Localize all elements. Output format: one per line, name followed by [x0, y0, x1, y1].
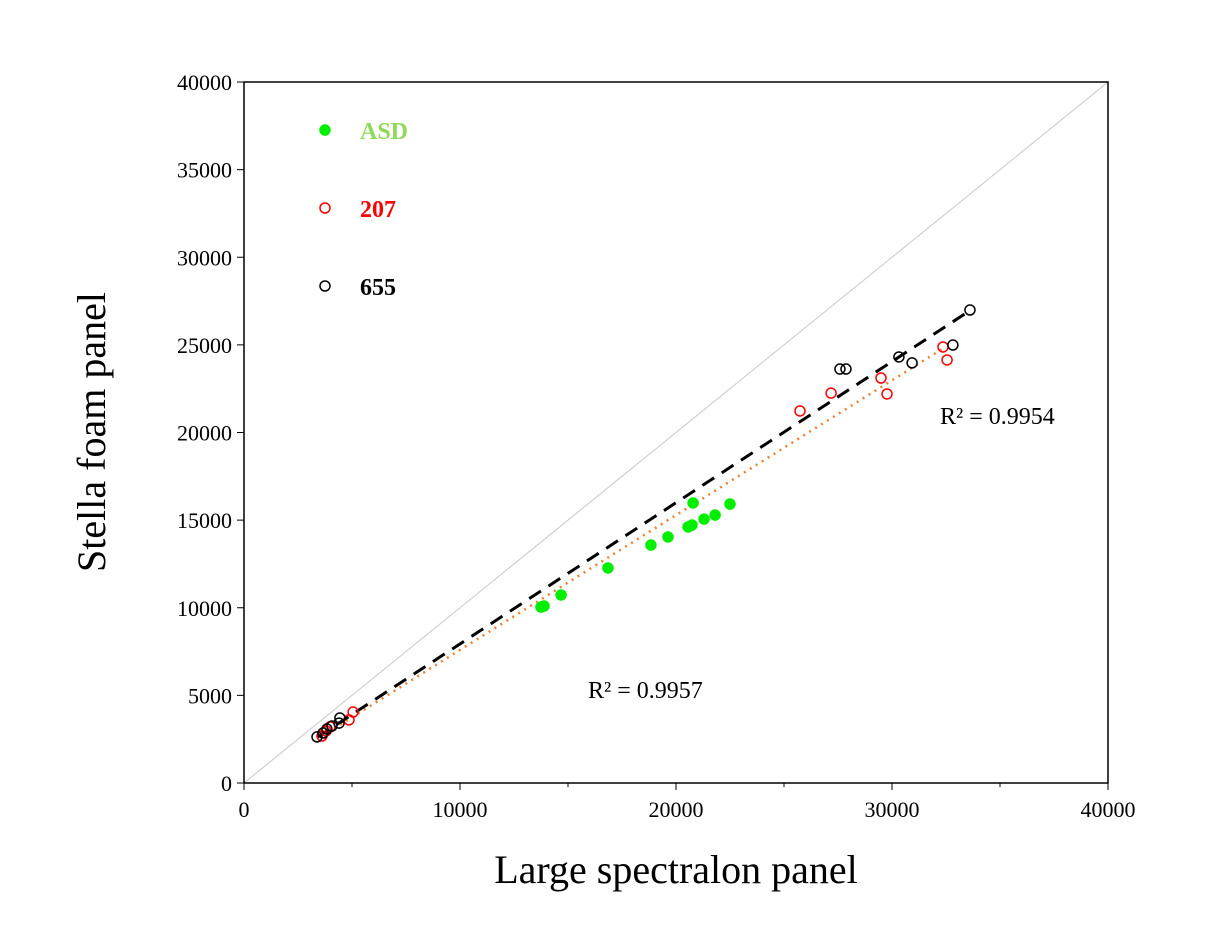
data-point-ASD: [687, 497, 699, 509]
legend-marker-207: [319, 202, 331, 214]
y-tick-label: 10000: [177, 596, 232, 621]
x-tick-label: 20000: [649, 797, 704, 822]
data-point-ASD: [555, 589, 567, 601]
data-point-655: [326, 720, 338, 732]
y-tick-label: 35000: [177, 158, 232, 183]
legend-label-655: 655: [360, 275, 396, 301]
data-point-655: [964, 304, 976, 316]
data-point-207: [881, 388, 893, 400]
data-point-ASD: [709, 509, 721, 521]
data-point-207: [941, 354, 953, 366]
data-point-655: [317, 727, 329, 739]
data-point-655: [947, 339, 959, 351]
legend-label-207: 207: [360, 197, 396, 223]
data-point-655: [906, 357, 918, 369]
data-point-655: [311, 731, 323, 743]
y-tick-label: 5000: [188, 683, 232, 708]
y-tick-label: 40000: [177, 70, 232, 95]
data-point-ASD: [724, 498, 736, 510]
y-tick-label: 25000: [177, 333, 232, 358]
data-point-207: [347, 706, 359, 718]
data-point-ASD: [602, 562, 614, 574]
data-point-ASD: [686, 519, 698, 531]
r2-label-655: R² = 0.9954: [940, 404, 1055, 430]
legend-marker-655: [319, 280, 331, 292]
x-axis-label: Large spectralon panel: [494, 847, 858, 892]
y-axis-label: Stella foam panel: [69, 292, 114, 572]
data-point-ASD: [698, 513, 710, 525]
legend-label-ASD: ASD: [360, 119, 408, 145]
data-point-207: [794, 405, 806, 417]
trendline-207: [327, 345, 947, 734]
data-point-655: [834, 363, 846, 375]
x-tick-label: 10000: [433, 797, 488, 822]
x-tick-label: 40000: [1081, 797, 1136, 822]
data-point-ASD: [645, 539, 657, 551]
y-tick-label: 20000: [177, 421, 232, 446]
legend-marker-ASD: [319, 124, 331, 136]
x-tick-label: 0: [239, 797, 250, 822]
y-tick-label: 0: [221, 771, 232, 796]
r2-label-207: R² = 0.9957: [588, 678, 703, 704]
trendline-655: [316, 309, 971, 739]
data-point-655: [334, 712, 346, 724]
data-point-655: [893, 351, 905, 363]
data-point-207: [825, 387, 837, 399]
data-point-ASD: [538, 600, 550, 612]
data-point-207: [875, 372, 887, 384]
data-point-655: [840, 363, 852, 375]
data-point-655: [333, 717, 345, 729]
y-tick-label: 15000: [177, 508, 232, 533]
one-to-one-line: [243, 81, 1109, 784]
y-tick-label: 30000: [177, 245, 232, 270]
data-point-207: [937, 341, 949, 353]
data-point-ASD: [662, 531, 674, 543]
x-tick-label: 30000: [865, 797, 920, 822]
